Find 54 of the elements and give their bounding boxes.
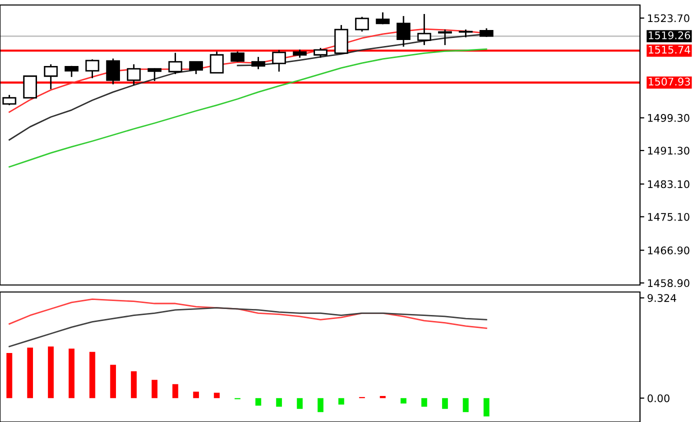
y-tick-label: 1523.70: [648, 14, 690, 22]
bar: [400, 398, 406, 404]
bar: [152, 380, 158, 398]
candlestick: [230, 50, 244, 63]
candlestick: [148, 68, 162, 82]
ref-line-label: 1507.93: [648, 78, 690, 86]
bar: [276, 398, 282, 407]
candlestick: [23, 75, 37, 98]
bar: [296, 398, 303, 409]
bar: [130, 371, 137, 398]
bar: [110, 364, 116, 398]
y-tick-label: 1466.90: [648, 246, 690, 254]
y-tick-label: 1458.90: [648, 279, 690, 288]
candlestick: [2, 94, 16, 106]
bar: [89, 352, 96, 398]
bar: [48, 346, 54, 398]
bar: [6, 352, 12, 398]
y-tick-label: 1499.30: [648, 114, 690, 122]
candlestick: [168, 52, 182, 75]
candlestick: [210, 50, 224, 74]
candlestick: [355, 16, 369, 32]
y-tick-label: 9.324: [648, 294, 676, 302]
y-tick-label: 1491.30: [648, 146, 690, 155]
bar: [193, 392, 199, 398]
line-series: [8, 48, 488, 168]
bar: [68, 348, 74, 398]
candlestick: [126, 64, 141, 86]
y-tick-label: 1483.10: [648, 180, 690, 188]
candlestick: [438, 28, 452, 46]
y-tick-label: 1475.10: [648, 212, 690, 221]
line-series: [8, 307, 488, 348]
candlestick: [417, 13, 432, 46]
bar: [421, 398, 428, 407]
ref-line-label: 1519.26: [648, 31, 690, 40]
y-tick-label: 0.00: [648, 394, 670, 402]
line-series: [8, 298, 488, 329]
candlestick: [251, 56, 266, 70]
bar: [484, 398, 490, 416]
bar: [318, 398, 324, 412]
bar: [172, 384, 178, 398]
bar: [27, 348, 33, 398]
bar: [442, 398, 448, 409]
candlestick: [396, 15, 410, 48]
ref-line-label: 1515.74: [648, 46, 690, 54]
candlestick: [44, 64, 58, 90]
candlestick: [189, 61, 203, 75]
candlestick: [85, 58, 100, 79]
bar: [338, 398, 344, 405]
candlestick: [106, 58, 120, 85]
candlestick: [334, 24, 348, 54]
candlestick: [314, 47, 328, 58]
bar: [255, 398, 262, 406]
bar: [462, 398, 469, 412]
candlestick: [272, 49, 286, 72]
